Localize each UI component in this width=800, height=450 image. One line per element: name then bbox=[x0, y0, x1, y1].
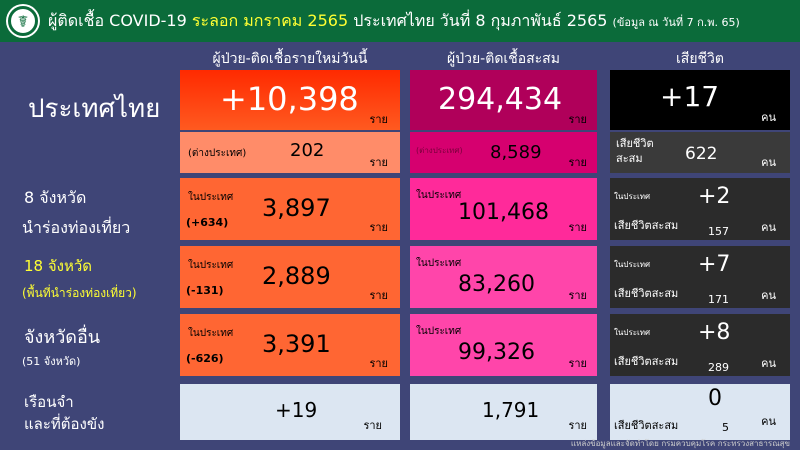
unit: ราย bbox=[369, 221, 388, 234]
region-deaths-cum-value: 289 bbox=[708, 361, 729, 374]
region-deaths-box: ในประเทศ +7 เสียชีวิตสะสม 171 คน bbox=[610, 246, 790, 308]
national-new-box: +10,398 ราย bbox=[180, 70, 400, 130]
region-deaths-cum-value: 157 bbox=[708, 225, 729, 238]
abroad-label: (ต่างประเทศ) bbox=[416, 146, 463, 155]
region-cum-box: ในประเทศ 83,260 ราย bbox=[410, 246, 597, 308]
region-deaths-value: +8 bbox=[698, 320, 731, 345]
prison-new-value: +19 bbox=[275, 398, 318, 422]
domestic-label: ในประเทศ bbox=[614, 328, 651, 337]
unit: คน bbox=[761, 357, 776, 370]
region-new-value: 3,897 bbox=[262, 194, 331, 222]
prison-deaths-box: 0 เสียชีวิตสะสม 5 คน bbox=[610, 384, 790, 440]
domestic-label: ในประเทศ bbox=[188, 260, 234, 271]
region-cum-value: 101,468 bbox=[458, 200, 549, 225]
region-label: 8 จังหวัด bbox=[24, 188, 87, 207]
abroad-cum-value: 8,589 bbox=[490, 142, 542, 163]
deaths-cum-label: เสียชีวิตสะสม bbox=[614, 355, 679, 368]
abroad-new-value: 202 bbox=[290, 140, 325, 161]
region-cum-value: 99,326 bbox=[458, 340, 535, 365]
unit: ราย bbox=[369, 156, 388, 169]
domestic-label: ในประเทศ bbox=[416, 190, 462, 201]
unit: ราย bbox=[568, 156, 587, 169]
prison-label-2: และที่ต้องขัง bbox=[24, 415, 105, 433]
region-cum-box: ในประเทศ 99,326 ราย bbox=[410, 314, 597, 376]
title-date: ประเทศไทย วันที่ 8 กุมภาพันธ์ 2565 bbox=[353, 10, 608, 30]
deaths-cum-label: เสียชีวิตสะสม bbox=[614, 419, 679, 432]
unit: ราย bbox=[369, 113, 388, 126]
region-sublabel: (พื้นที่นำร่องท่องเที่ยว) bbox=[22, 286, 137, 300]
domestic-label: ในประเทศ bbox=[614, 260, 651, 269]
prison-label: เรือนจำ bbox=[24, 393, 74, 411]
national-abroad-cum-box: (ต่างประเทศ) 8,589 ราย bbox=[410, 132, 597, 173]
domestic-label: ในประเทศ bbox=[188, 192, 234, 203]
unit: คน bbox=[761, 415, 776, 428]
region-new-value: 2,889 bbox=[262, 262, 331, 290]
unit: ราย bbox=[568, 289, 587, 302]
deaths-cum-label: เสียชีวิตสะสม bbox=[614, 219, 679, 232]
region-label: จังหวัดอื่น bbox=[24, 327, 101, 348]
domestic-label: ในประเทศ bbox=[188, 328, 234, 339]
prison-new-box: +19 ราย bbox=[180, 384, 400, 440]
unit: ราย bbox=[369, 357, 388, 370]
header-bar: ☤ ผู้ติดเชื้อ COVID-19 ระลอก มกราคม 2565… bbox=[0, 0, 800, 42]
region-deaths-cum-value: 171 bbox=[708, 293, 729, 306]
national-deaths-cum-value: 622 bbox=[685, 144, 718, 164]
region-sublabel: นำร่องท่องเที่ยว bbox=[22, 218, 131, 237]
deaths-cum-label: เสียชีวิต สะสม bbox=[616, 137, 654, 165]
region-label: 18 จังหวัด bbox=[24, 257, 93, 275]
deaths-cum-label: เสียชีวิตสะสม bbox=[614, 287, 679, 300]
unit: คน bbox=[761, 289, 776, 302]
region-change: (-131) bbox=[186, 284, 224, 297]
footer-source: แหล่งข้อมูลและจัดทำโดย กรมควบคุมโรค กระท… bbox=[570, 439, 790, 448]
national-cum-box: 294,434 ราย bbox=[410, 70, 597, 130]
region-sublabel: (51 จังหวัด) bbox=[22, 355, 81, 368]
region-deaths-box: ในประเทศ +2 เสียชีวิตสะสม 157 คน bbox=[610, 178, 790, 240]
unit: คน bbox=[761, 156, 776, 169]
title-note: (ข้อมูล ณ วันที่ 7 ก.พ. 65) bbox=[612, 15, 740, 29]
unit: คน bbox=[761, 111, 776, 124]
abroad-label: (ต่างประเทศ) bbox=[188, 148, 247, 159]
unit: ราย bbox=[568, 113, 587, 126]
national-deaths-cum-box: เสียชีวิต สะสม 622 คน bbox=[610, 132, 790, 173]
region-new-box: ในประเทศ (+634) 3,897 ราย bbox=[180, 178, 400, 240]
col-header-cumulative: ผู้ป่วย-ติดเชื้อสะสม bbox=[447, 51, 560, 67]
region-change: (-626) bbox=[186, 352, 224, 365]
region-deaths-value: +7 bbox=[698, 252, 731, 277]
region-deaths-value: +2 bbox=[698, 184, 731, 209]
national-abroad-box: (ต่างประเทศ) 202 ราย bbox=[180, 132, 400, 173]
prison-deaths-value: 0 bbox=[708, 386, 722, 411]
prison-deaths-cum-value: 5 bbox=[722, 421, 729, 434]
domestic-label: ในประเทศ bbox=[416, 326, 462, 337]
unit: ราย bbox=[369, 289, 388, 302]
col-header-deaths: เสียชีวิต bbox=[676, 51, 724, 67]
national-cum-value: 294,434 bbox=[438, 82, 563, 117]
region-deaths-box: ในประเทศ +8 เสียชีวิตสะสม 289 คน bbox=[610, 314, 790, 376]
domestic-label: ในประเทศ bbox=[614, 192, 651, 201]
region-cum-box: ในประเทศ 101,468 ราย bbox=[410, 178, 597, 240]
region-cum-value: 83,260 bbox=[458, 272, 535, 297]
ministry-logo-icon: ☤ bbox=[8, 6, 38, 36]
region-new-box: ในประเทศ (-626) 3,391 ราย bbox=[180, 314, 400, 376]
domestic-label: ในประเทศ bbox=[416, 258, 462, 269]
prison-cum-box: 1,791 ราย bbox=[410, 384, 597, 440]
national-deaths-value: +17 bbox=[660, 80, 720, 113]
unit: ราย bbox=[363, 419, 382, 432]
unit: ราย bbox=[568, 419, 587, 432]
unit: ราย bbox=[568, 357, 587, 370]
national-new-value: +10,398 bbox=[220, 80, 359, 118]
national-deaths-box: +17 คน bbox=[610, 70, 790, 130]
national-label: ประเทศไทย bbox=[28, 94, 161, 124]
prison-cum-value: 1,791 bbox=[482, 398, 540, 422]
title-wave: ระลอก มกราคม 2565 bbox=[191, 10, 349, 30]
region-change: (+634) bbox=[186, 216, 229, 229]
region-new-value: 3,391 bbox=[262, 330, 331, 358]
col-header-new: ผู้ป่วย-ติดเชื้อรายใหม่วันนี้ bbox=[212, 51, 368, 67]
region-new-box: ในประเทศ (-131) 2,889 ราย bbox=[180, 246, 400, 308]
unit: ราย bbox=[568, 221, 587, 234]
unit: คน bbox=[761, 221, 776, 234]
page-title: ผู้ติดเชื้อ COVID-19 ระลอก มกราคม 2565 ป… bbox=[48, 9, 740, 34]
title-prefix: ผู้ติดเชื้อ COVID-19 bbox=[48, 10, 187, 30]
